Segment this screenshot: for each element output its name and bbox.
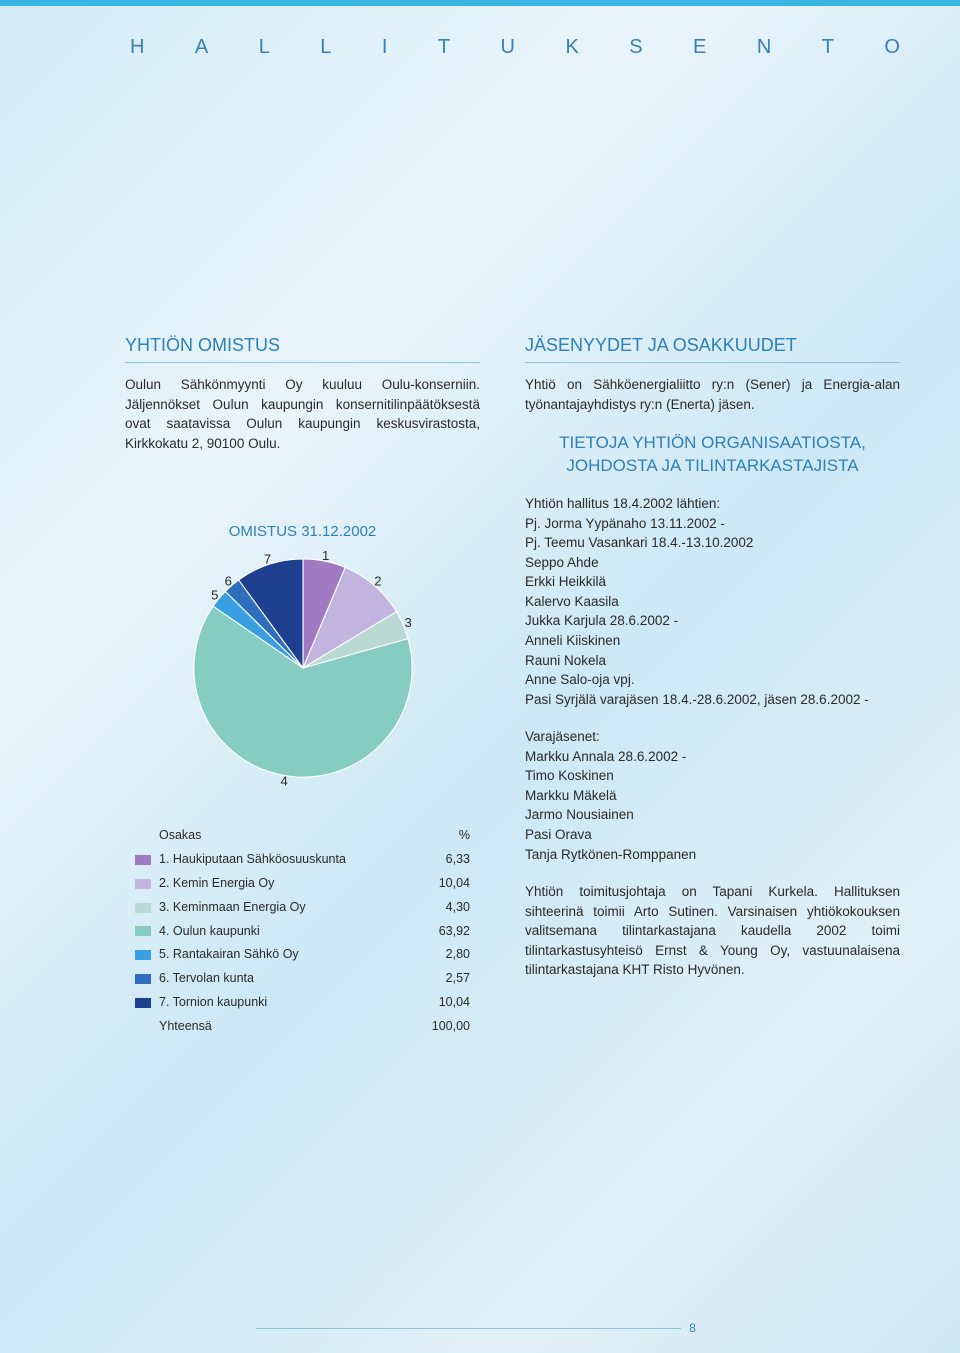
legend-row: 1. Haukiputaan Sähköosuuskunta6,33 [135, 848, 470, 872]
pie-container: 1 2 3 4 56 7 [183, 548, 423, 788]
page-number: 8 [681, 1321, 704, 1335]
right-heading-2: TIETOJA YHTIÖN ORGANISAATIOSTA, JOHDOSTA… [525, 432, 900, 478]
legend-row: 7. Tornion kaupunki10,04 [135, 991, 470, 1015]
page-footer: 8 [0, 1321, 960, 1335]
left-column: YHTIÖN OMISTUS Oulun Sähkönmyynti Oy kuu… [125, 335, 480, 1038]
legend-swatch [135, 926, 151, 936]
legend-value: 63,92 [410, 920, 470, 944]
deputy-member: Timo Koskinen [525, 766, 900, 786]
deputies-intro: Varajäsenet: [525, 727, 900, 747]
legend: Osakas % 1. Haukiputaan Sähköosuuskunta6… [125, 828, 480, 1038]
legend-value: 10,04 [410, 991, 470, 1015]
board-member: Anneli Kiiskinen [525, 631, 900, 651]
divider [125, 362, 480, 363]
deputy-member: Jarmo Nousiainen [525, 805, 900, 825]
header-letter: A [195, 36, 208, 59]
board-member: Kalervo Kaasila [525, 592, 900, 612]
board-member: Erkki Heikkilä [525, 572, 900, 592]
legend-total-value: 100,00 [410, 1015, 470, 1039]
legend-name: 3. Keminmaan Energia Oy [159, 896, 410, 920]
legend-value: 4,30 [410, 896, 470, 920]
legend-row: 4. Oulun kaupunki63,92 [135, 920, 470, 944]
board-member: Jukka Karjula 28.6.2002 - [525, 611, 900, 631]
spaced-header: HALLITUKSENTO [0, 6, 960, 59]
legend-total-label: Yhteensä [159, 1015, 410, 1039]
chart-title: OMISTUS 31.12.2002 [125, 523, 480, 540]
header-letter: E [693, 36, 706, 59]
legend-name: 7. Tornion kaupunki [159, 991, 410, 1015]
legend-swatch [135, 998, 151, 1008]
content: YHTIÖN OMISTUS Oulun Sähkönmyynti Oy kuu… [125, 335, 900, 1038]
legend-swatch [135, 950, 151, 960]
legend-row: 2. Kemin Energia Oy10,04 [135, 872, 470, 896]
ownership-chart: OMISTUS 31.12.2002 1 2 3 4 56 7 Osakas % 1. H… [125, 523, 480, 1038]
board-member: Pj. Jorma Yypänaho 13.11.2002 - [525, 514, 900, 534]
header-letter: T [822, 36, 834, 59]
header-letter: O [884, 36, 900, 59]
deputy-member: Markku Mäkelä [525, 786, 900, 806]
header-letter: U [501, 36, 515, 59]
legend-value: 2,80 [410, 943, 470, 967]
right-column: JÄSENYYDET JA OSAKKUUDET Yhtiö on Sähköe… [525, 335, 900, 1038]
legend-row: 3. Keminmaan Energia Oy4,30 [135, 896, 470, 920]
footer-line [256, 1328, 681, 1329]
legend-swatch [135, 855, 151, 865]
legend-name: 6. Tervolan kunta [159, 967, 410, 991]
header-letter: L [320, 36, 331, 59]
legend-total-row: Yhteensä 100,00 [135, 1015, 470, 1039]
legend-swatch-empty [135, 1021, 151, 1031]
legend-name: 1. Haukiputaan Sähköosuuskunta [159, 848, 410, 872]
header-letter: K [565, 36, 578, 59]
legend-name: 5. Rantakairan Sähkö Oy [159, 943, 410, 967]
pie-slice-number: 1 [321, 548, 328, 563]
header-letter: I [382, 36, 388, 59]
legend-row: 6. Tervolan kunta2,57 [135, 967, 470, 991]
legend-value: 10,04 [410, 872, 470, 896]
board-member: Rauni Nokela [525, 651, 900, 671]
deputy-member: Markku Annala 28.6.2002 - [525, 747, 900, 767]
legend-swatch [135, 903, 151, 913]
board-member: Pasi Syrjälä varajäsen 18.4.-28.6.2002, … [525, 690, 900, 710]
deputies-block: Varajäsenet: Markku Annala 28.6.2002 -Ti… [525, 727, 900, 864]
pie-slice-number: 3 [404, 615, 411, 630]
header-letter: L [259, 36, 270, 59]
legend-row: 5. Rantakairan Sähkö Oy2,80 [135, 943, 470, 967]
header-letter: T [438, 36, 450, 59]
board-member: Pj. Teemu Vasankari 18.4.-13.10.2002 [525, 533, 900, 553]
header-letter: N [757, 36, 771, 59]
legend-value: 6,33 [410, 848, 470, 872]
left-heading: YHTIÖN OMISTUS [125, 335, 480, 356]
pie-slice-number: 5 [211, 588, 218, 603]
pie-chart-svg: 1 2 3 4 56 7 [183, 548, 423, 788]
right-heading-1: JÄSENYYDET JA OSAKKUUDET [525, 335, 900, 356]
left-para-1: Oulun Sähkönmyynti Oy kuuluu Oulu-konser… [125, 375, 480, 453]
legend-value: 2,57 [410, 967, 470, 991]
legend-swatch [135, 879, 151, 889]
legend-swatch [135, 974, 151, 984]
legend-name: 4. Oulun kaupunki [159, 920, 410, 944]
legend-name: 2. Kemin Energia Oy [159, 872, 410, 896]
board-intro: Yhtiön hallitus 18.4.2002 lähtien: [525, 494, 900, 514]
right-para-1: Yhtiö on Sähköenergialiitto ry:n (Sener)… [525, 375, 900, 414]
board-block: Yhtiön hallitus 18.4.2002 lähtien: Pj. J… [525, 494, 900, 709]
deputy-member: Pasi Orava [525, 825, 900, 845]
legend-header-name: Osakas [135, 828, 410, 842]
pie-slice-number: 7 [263, 552, 270, 567]
pie-slice-number: 2 [374, 574, 381, 589]
pie-slice-number: 4 [280, 774, 287, 789]
legend-header-pct: % [410, 828, 470, 842]
header-letter: H [130, 36, 144, 59]
divider [525, 362, 900, 363]
pie-slice-number: 6 [224, 574, 231, 589]
legend-header: Osakas % [135, 828, 470, 842]
deputy-member: Tanja Rytkönen-Romppanen [525, 845, 900, 865]
board-member: Anne Salo-oja vpj. [525, 670, 900, 690]
right-para-2: Yhtiön toimitusjohtaja on Tapani Kurkela… [525, 882, 900, 980]
board-member: Seppo Ahde [525, 553, 900, 573]
header-letter: S [629, 36, 642, 59]
